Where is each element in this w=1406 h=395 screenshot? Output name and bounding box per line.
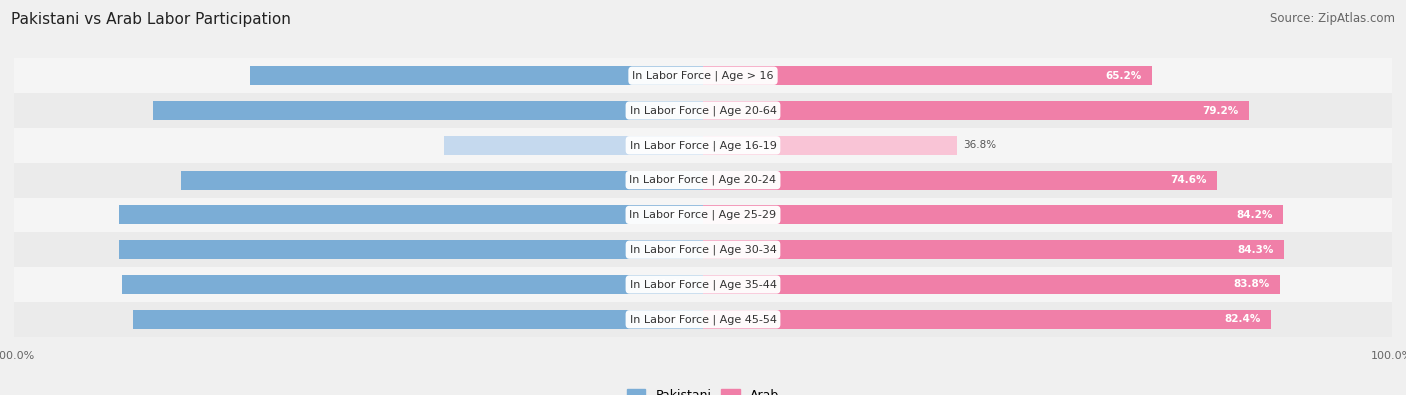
Bar — [14, 267, 1392, 302]
Text: In Labor Force | Age 25-29: In Labor Force | Age 25-29 — [630, 210, 776, 220]
Bar — [181, 171, 703, 190]
Bar — [703, 310, 1271, 329]
Bar — [132, 310, 703, 329]
Bar — [703, 205, 1284, 224]
Bar — [703, 275, 1281, 294]
Text: In Labor Force | Age 16-19: In Labor Force | Age 16-19 — [630, 140, 776, 150]
Text: 37.6%: 37.6% — [710, 140, 742, 150]
Bar — [14, 198, 1392, 232]
Text: 79.8%: 79.8% — [652, 105, 689, 115]
Bar — [14, 128, 1392, 163]
Text: 79.2%: 79.2% — [1202, 105, 1239, 115]
Text: In Labor Force | Age 30-34: In Labor Force | Age 30-34 — [630, 245, 776, 255]
Bar — [14, 302, 1392, 337]
Text: 82.8%: 82.8% — [652, 314, 689, 324]
Text: Source: ZipAtlas.com: Source: ZipAtlas.com — [1270, 12, 1395, 25]
Text: 65.8%: 65.8% — [652, 71, 689, 81]
Text: 84.3%: 84.3% — [1237, 245, 1274, 255]
Text: 82.4%: 82.4% — [1225, 314, 1260, 324]
Bar — [118, 205, 703, 224]
Bar — [14, 163, 1392, 198]
Text: In Labor Force | Age 20-24: In Labor Force | Age 20-24 — [630, 175, 776, 185]
Text: 84.7%: 84.7% — [652, 245, 689, 255]
Bar — [120, 240, 703, 259]
Bar — [14, 232, 1392, 267]
Text: 74.6%: 74.6% — [1170, 175, 1206, 185]
Text: 83.8%: 83.8% — [1233, 280, 1270, 290]
Text: 84.8%: 84.8% — [652, 210, 689, 220]
Bar — [703, 136, 956, 155]
Text: In Labor Force | Age > 16: In Labor Force | Age > 16 — [633, 70, 773, 81]
Text: 65.2%: 65.2% — [1105, 71, 1142, 81]
Bar — [250, 66, 703, 85]
Text: In Labor Force | Age 45-54: In Labor Force | Age 45-54 — [630, 314, 776, 325]
Text: In Labor Force | Age 20-64: In Labor Force | Age 20-64 — [630, 105, 776, 116]
Text: In Labor Force | Age 35-44: In Labor Force | Age 35-44 — [630, 279, 776, 290]
Text: 84.2%: 84.2% — [1236, 210, 1272, 220]
Bar — [703, 66, 1152, 85]
Bar — [703, 171, 1218, 190]
Text: 36.8%: 36.8% — [963, 140, 997, 150]
Bar — [14, 93, 1392, 128]
Bar — [703, 101, 1249, 120]
Text: Pakistani vs Arab Labor Participation: Pakistani vs Arab Labor Participation — [11, 12, 291, 27]
Legend: Pakistani, Arab: Pakistani, Arab — [627, 389, 779, 395]
Bar — [121, 275, 703, 294]
Bar — [703, 240, 1284, 259]
Text: 84.4%: 84.4% — [652, 280, 689, 290]
Text: 75.8%: 75.8% — [652, 175, 689, 185]
Bar — [444, 136, 703, 155]
Bar — [153, 101, 703, 120]
Bar — [14, 58, 1392, 93]
